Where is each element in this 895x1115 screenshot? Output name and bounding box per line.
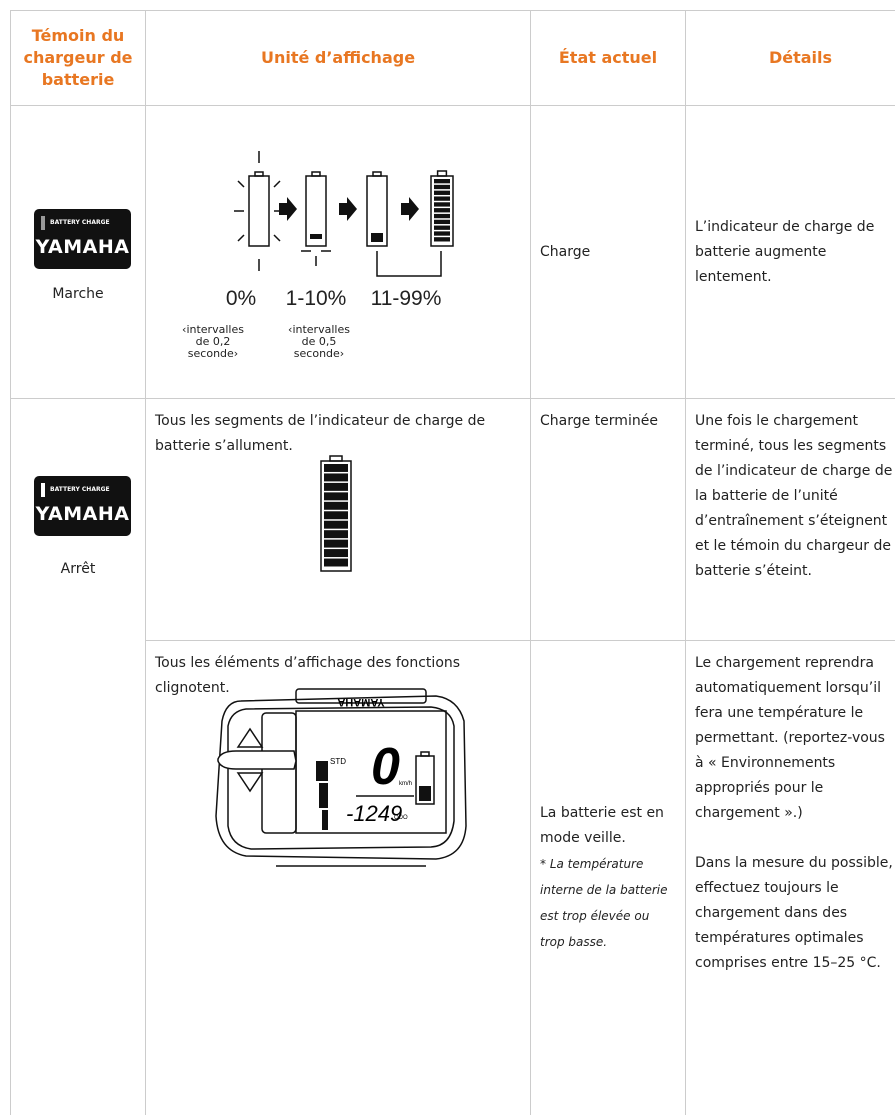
details-cell: Une fois le chargement terminé, tous les… — [685, 398, 895, 640]
header-cell: Témoin du chargeur de batterie — [10, 10, 145, 105]
screen-mode: STD — [330, 757, 346, 766]
state-note: * La température interne de la batterie … — [540, 857, 668, 949]
battery-part — [434, 190, 450, 195]
logo-caption: BATTERY CHARGE — [50, 486, 110, 493]
details-text: Dans la mesure du possible, effectuez to… — [695, 855, 893, 971]
battery-part — [324, 530, 348, 539]
battery-part — [434, 213, 450, 219]
details-cell: Le chargement reprendra automatiquement … — [685, 640, 895, 1115]
logo-lamp — [41, 216, 45, 230]
battery-part — [434, 184, 450, 190]
indicator-cell: BATTERY CHARGE YAMAHA Marche — [10, 105, 145, 398]
battery-sequence — [234, 151, 454, 277]
header-text: État actuel — [558, 48, 658, 67]
display-cell: 0% 1-10% 11-99% ‹intervalles de 0,2 seco… — [145, 105, 530, 398]
battery-part — [434, 179, 450, 184]
battery-part — [324, 558, 348, 567]
state-cell: La batterie est en mode veille. * La tem… — [530, 640, 685, 1115]
display-cell: Tous les éléments d’affichage des foncti… — [145, 640, 530, 1115]
battery-part — [324, 511, 348, 520]
header-cell: Détails — [685, 10, 895, 105]
details-text: Une fois le chargement terminé, tous les… — [695, 413, 893, 579]
battery-full-icon — [320, 455, 352, 572]
state-text: Charge — [540, 243, 591, 260]
display-unit: YAMAHA STD 0 km/h -1249 ODO — [215, 688, 467, 867]
header-text: Témoin du chargeur de batterie — [23, 26, 133, 89]
interval-label: ‹intervalles de 0,5 seconde› — [288, 323, 350, 360]
header-text: Détails — [768, 48, 833, 67]
battery-outlines — [234, 151, 442, 277]
screen-odo-label: ODO — [394, 815, 408, 821]
details-cell: L’indicateur de charge de batterie augme… — [685, 105, 895, 398]
details-text: Le chargement reprendra automatiquement … — [695, 655, 885, 821]
battery-part — [324, 501, 348, 510]
battery-part — [434, 225, 450, 230]
battery-part — [434, 237, 450, 242]
logo-brand: YAMAHA — [35, 503, 130, 525]
screen-speed-unit: km/h — [399, 781, 412, 787]
logo-lamp — [41, 483, 45, 497]
battery-part — [324, 549, 348, 558]
battery-part — [324, 492, 348, 501]
indicator-state: Marche — [52, 286, 104, 302]
state-text: Charge terminée — [540, 413, 658, 429]
battery-fill — [279, 197, 419, 242]
details-text: L’indicateur de charge de batterie augme… — [695, 218, 875, 285]
battery-part — [436, 170, 448, 177]
battery-part — [324, 539, 348, 548]
screen-odometer: -1249 — [346, 801, 402, 826]
battery-part — [324, 482, 348, 491]
screen-brand: YAMAHA — [337, 696, 384, 708]
header-cell: État actuel — [530, 10, 685, 105]
battery-part — [324, 473, 348, 482]
header-cell: Unité d’affichage — [145, 10, 530, 105]
level-label: 1-10% — [285, 287, 347, 310]
level-label: 11-99% — [370, 287, 442, 310]
interval-label: ‹intervalles de 0,2 seconde› — [182, 323, 244, 360]
logo: BATTERY CHARGE YAMAHA — [34, 476, 131, 536]
battery-full — [430, 170, 454, 247]
level-label: 0% — [225, 287, 257, 310]
battery-part — [324, 464, 348, 472]
battery-part — [329, 455, 343, 462]
header-text: Unité d’affichage — [260, 48, 416, 67]
logo-caption: BATTERY CHARGE — [50, 219, 110, 226]
battery-part — [434, 196, 450, 201]
indicator-state: Arrêt — [60, 561, 96, 577]
display-cell: Tous les segments de l’indicateur de cha… — [145, 398, 530, 640]
battery-part — [434, 208, 450, 213]
battery-part — [434, 219, 450, 225]
state-text: La batterie est en mode veille. — [540, 805, 664, 846]
battery-part — [324, 520, 348, 529]
screen-speed: 0 — [371, 738, 400, 796]
display-text: Tous les éléments d’affichage des foncti… — [155, 655, 461, 696]
logo-brand: YAMAHA — [35, 236, 130, 258]
battery-part — [434, 231, 450, 236]
logo: BATTERY CHARGE YAMAHA — [34, 209, 131, 269]
state-cell: Charge terminée — [530, 398, 685, 640]
display-text: Tous les segments de l’indicateur de cha… — [155, 413, 486, 454]
battery-part — [434, 202, 450, 207]
indicator-cell: BATTERY CHARGE YAMAHA Arrêt — [10, 398, 145, 1115]
state-cell: Charge — [530, 105, 685, 398]
